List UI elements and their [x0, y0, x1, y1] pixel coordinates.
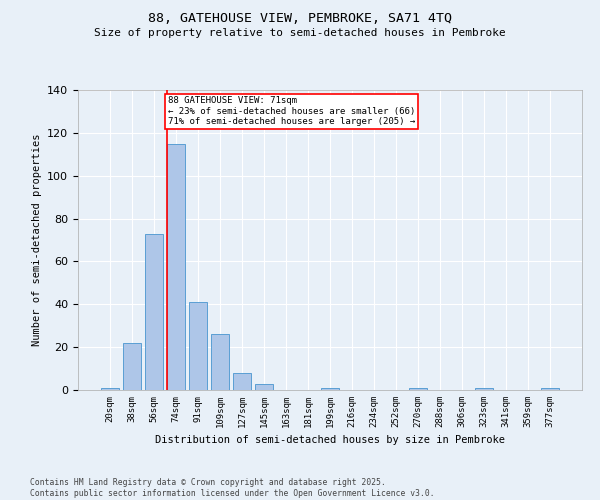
Bar [321, 388, 339, 390]
Bar [145, 234, 163, 390]
Bar [123, 343, 140, 390]
Bar [541, 388, 559, 390]
Text: Contains HM Land Registry data © Crown copyright and database right 2025.
Contai: Contains HM Land Registry data © Crown c… [30, 478, 434, 498]
Text: 88 GATEHOUSE VIEW: 71sqm
← 23% of semi-detached houses are smaller (66)
71% of s: 88 GATEHOUSE VIEW: 71sqm ← 23% of semi-d… [168, 96, 415, 126]
Bar [211, 334, 229, 390]
Bar [255, 384, 273, 390]
Y-axis label: Number of semi-detached properties: Number of semi-detached properties [32, 134, 41, 346]
X-axis label: Distribution of semi-detached houses by size in Pembroke: Distribution of semi-detached houses by … [155, 436, 505, 446]
Bar [167, 144, 185, 390]
Text: 88, GATEHOUSE VIEW, PEMBROKE, SA71 4TQ: 88, GATEHOUSE VIEW, PEMBROKE, SA71 4TQ [148, 12, 452, 26]
Bar [101, 388, 119, 390]
Bar [189, 302, 206, 390]
Bar [475, 388, 493, 390]
Bar [409, 388, 427, 390]
Text: Size of property relative to semi-detached houses in Pembroke: Size of property relative to semi-detach… [94, 28, 506, 38]
Bar [233, 373, 251, 390]
